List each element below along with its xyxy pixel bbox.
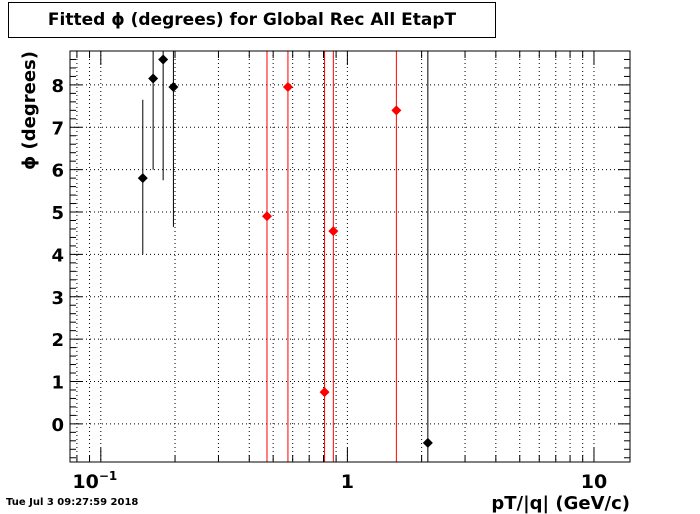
- data-point: [137, 173, 148, 184]
- y-tick-label: 2: [51, 330, 64, 351]
- y-tick-label: 0: [51, 415, 64, 436]
- y-axis-label: ϕ (degrees): [19, 51, 40, 170]
- y-tick-label: 5: [51, 203, 64, 224]
- y-tick-label: 1: [51, 372, 64, 393]
- y-tick-label: 6: [51, 161, 64, 182]
- data-point: [319, 387, 330, 398]
- chart-title: Fitted ϕ (degrees) for Global Rec All Et…: [47, 10, 457, 30]
- data-point: [158, 54, 169, 65]
- data-points: [137, 54, 433, 448]
- x-axis-label: pT/|q| (GeV/c): [491, 493, 630, 514]
- data-point: [282, 82, 293, 93]
- footer-date: Tue Jul 3 09:27:59 2018: [6, 497, 139, 508]
- y-tick-label: 3: [51, 288, 64, 309]
- x-tick-label: 1: [341, 471, 354, 493]
- axis-ticks: [70, 50, 630, 462]
- plot-frame: [69, 50, 631, 463]
- error-bars: [142, 51, 429, 462]
- x-tick-label: 10−1: [72, 469, 117, 493]
- data-point: [391, 105, 402, 116]
- y-tick-label: 7: [51, 118, 64, 139]
- chart-title-box: Fitted ϕ (degrees) for Global Rec All Et…: [8, 2, 496, 38]
- plot-frame-rect: [69, 50, 631, 463]
- y-tick-label: 8: [51, 76, 64, 97]
- y-tick-label: 4: [51, 245, 64, 266]
- data-point: [422, 437, 433, 448]
- data-point: [328, 226, 339, 237]
- grid: [70, 51, 630, 462]
- data-point: [168, 82, 179, 93]
- data-point: [261, 211, 272, 222]
- data-point: [148, 73, 159, 84]
- x-tick-label: 10: [581, 471, 607, 493]
